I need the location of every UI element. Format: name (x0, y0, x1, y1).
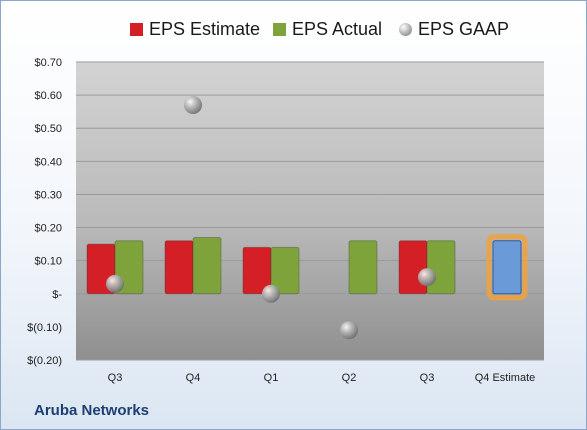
y-tick-label-7: $- (52, 289, 62, 301)
legend-label-eps-estimate: EPS Estimate (149, 18, 261, 39)
y-tick-label-6: $0.10 (34, 256, 62, 268)
bar-eps-actual-1 (192, 236, 222, 295)
chart-legend: EPS Estimate EPS Actual EPS GAAP (0, 16, 587, 42)
marker-eps-gaap-3 (340, 321, 358, 340)
y-tick-label-0: $0.70 (34, 57, 62, 69)
legend-swatch-eps-gaap (399, 22, 412, 36)
y-tick-label-8: $(0.10) (27, 322, 62, 334)
y-tick-label-9: $(0.20) (27, 355, 62, 367)
marker-eps-gaap-2 (262, 284, 280, 303)
bar-eps-estimate-1 (164, 240, 194, 295)
y-tick-label-1: $0.60 (34, 90, 62, 102)
x-tick-label-5: Q4 Estimate (475, 372, 536, 384)
bar-eps-actual-4 (426, 240, 456, 295)
legend-label-eps-gaap: EPS GAAP (418, 18, 510, 39)
legend-item-eps-estimate: EPS Estimate (130, 16, 260, 42)
x-tick-label-0: Q3 (108, 372, 123, 384)
y-tick-label-4: $0.30 (34, 189, 62, 201)
x-tick-label-2: Q1 (264, 372, 279, 384)
marker-eps-gaap-1 (184, 96, 202, 115)
bar-eps-actual-2 (270, 246, 300, 295)
estimate-highlight (486, 234, 528, 301)
marker-eps-gaap-0 (106, 274, 124, 293)
bar-eps-estimate-4 (398, 240, 428, 295)
x-tick-label-3: Q2 (342, 372, 357, 384)
x-tick-label-1: Q4 (186, 372, 201, 384)
company-name: Aruba Networks (34, 402, 150, 419)
legend-label-eps-actual: EPS Actual (292, 18, 383, 39)
bar-eps-actual-3 (348, 240, 378, 295)
y-tick-label-5: $0.20 (34, 223, 62, 235)
x-tick-label-4: Q3 (420, 372, 435, 384)
legend-swatch-eps-actual (273, 22, 286, 36)
plot-area (76, 62, 544, 360)
bar-q4-estimate (492, 240, 522, 295)
y-tick-label-3: $0.40 (34, 156, 62, 168)
legend-item-eps-actual: EPS Actual (273, 16, 382, 42)
legend-item-eps-gaap: EPS GAAP (399, 16, 509, 42)
y-tick-label-2: $0.50 (34, 123, 62, 135)
marker-eps-gaap-4 (418, 268, 436, 287)
legend-swatch-eps-estimate (130, 22, 143, 36)
